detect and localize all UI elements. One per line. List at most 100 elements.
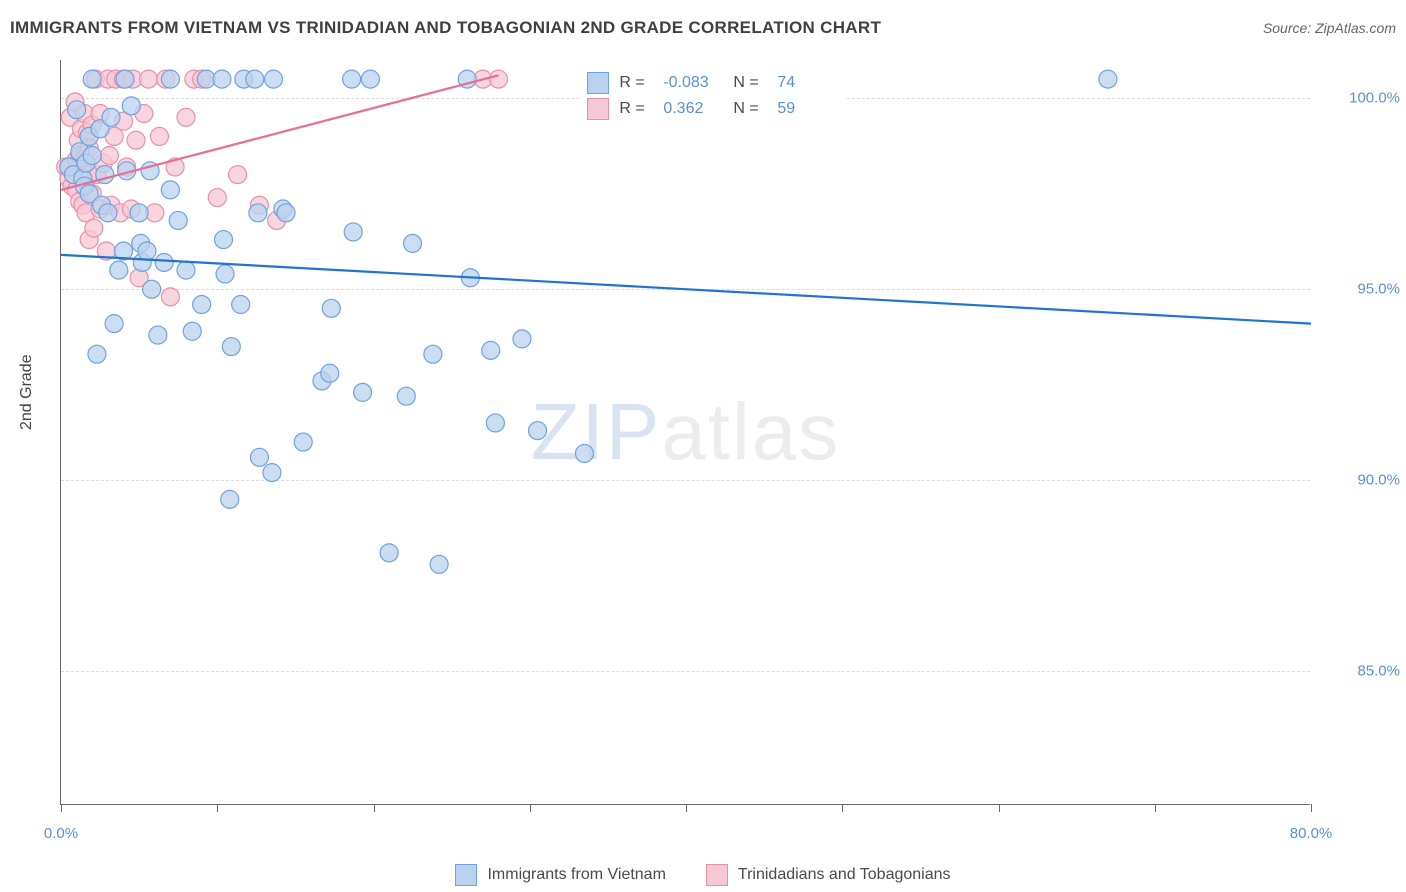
data-point: [249, 204, 267, 222]
data-point: [85, 219, 103, 237]
trend-line: [61, 255, 1311, 324]
data-point: [110, 261, 128, 279]
legend-n-label: N =: [733, 74, 767, 92]
data-point: [575, 445, 593, 463]
data-point: [149, 326, 167, 344]
data-point: [513, 330, 531, 348]
data-point: [424, 345, 442, 363]
x-tick: [374, 804, 375, 812]
data-point: [213, 70, 231, 88]
x-tick-label: 0.0%: [44, 825, 78, 842]
y-tick-label: 95.0%: [1320, 281, 1400, 298]
legend-n-value: 74: [777, 74, 837, 92]
data-point: [430, 555, 448, 573]
data-point: [155, 253, 173, 271]
data-point: [490, 70, 508, 88]
data-point: [246, 70, 264, 88]
data-point: [193, 296, 211, 314]
data-point: [265, 70, 283, 88]
data-point: [161, 70, 179, 88]
legend-swatch: [706, 864, 728, 886]
x-tick: [842, 804, 843, 812]
data-point: [321, 364, 339, 382]
legend-r-value: 0.362: [663, 100, 723, 118]
x-tick: [530, 804, 531, 812]
data-point: [169, 211, 187, 229]
data-point: [208, 189, 226, 207]
data-point: [322, 299, 340, 317]
data-point: [177, 261, 195, 279]
data-point: [380, 544, 398, 562]
data-point: [221, 490, 239, 508]
chart-source: Source: ZipAtlas.com: [1263, 20, 1396, 36]
data-point: [177, 108, 195, 126]
data-point: [99, 204, 117, 222]
data-point: [83, 147, 101, 165]
y-axis-title: 2nd Grade: [18, 354, 36, 430]
data-point: [116, 70, 134, 88]
data-point: [361, 70, 379, 88]
legend-series-name: Trinidadians and Tobagonians: [738, 866, 951, 884]
data-point: [105, 315, 123, 333]
legend-n-label: N =: [733, 100, 767, 118]
data-point: [88, 345, 106, 363]
x-tick: [686, 804, 687, 812]
legend-r-label: R =: [619, 100, 653, 118]
data-point: [216, 265, 234, 283]
data-point: [122, 97, 140, 115]
data-point: [222, 338, 240, 356]
data-point: [215, 231, 233, 249]
legend-stats-row: R = 0.362 N = 59: [587, 96, 837, 122]
data-point: [404, 234, 422, 252]
legend-series-name: Immigrants from Vietnam: [487, 866, 665, 884]
data-point: [138, 242, 156, 260]
data-point: [529, 422, 547, 440]
data-point: [343, 70, 361, 88]
data-point: [277, 204, 295, 222]
legend-r-label: R =: [619, 74, 653, 92]
y-tick-label: 100.0%: [1320, 90, 1400, 107]
plot-area: ZIPatlas 85.0%90.0%95.0%100.0% 0.0%80.0%…: [60, 60, 1310, 805]
y-tick-label: 85.0%: [1320, 663, 1400, 680]
data-point: [183, 322, 201, 340]
data-point: [250, 448, 268, 466]
legend-series-item: Trinidadians and Tobagonians: [706, 864, 951, 886]
data-point: [1099, 70, 1117, 88]
data-point: [344, 223, 362, 241]
x-tick: [1311, 804, 1312, 812]
legend-swatch: [587, 98, 609, 120]
scatter-layer: [61, 60, 1310, 804]
trend-line: [61, 75, 499, 190]
chart-header: IMMIGRANTS FROM VIETNAM VS TRINIDADIAN A…: [10, 18, 1396, 48]
data-point: [229, 166, 247, 184]
data-point: [127, 131, 145, 149]
legend-series: Immigrants from Vietnam Trinidadians and …: [0, 864, 1406, 886]
data-point: [294, 433, 312, 451]
x-tick: [1155, 804, 1156, 812]
data-point: [397, 387, 415, 405]
x-tick: [61, 804, 62, 812]
data-point: [100, 147, 118, 165]
legend-swatch: [455, 864, 477, 886]
data-point: [482, 341, 500, 359]
x-tick: [999, 804, 1000, 812]
data-point: [263, 464, 281, 482]
data-point: [68, 101, 86, 119]
legend-n-value: 59: [777, 100, 837, 118]
data-point: [354, 383, 372, 401]
x-tick-label: 80.0%: [1290, 825, 1333, 842]
data-point: [130, 204, 148, 222]
data-point: [102, 108, 120, 126]
legend-stats-row: R = -0.083 N = 74: [587, 70, 837, 96]
data-point: [161, 181, 179, 199]
legend-swatch: [587, 72, 609, 94]
legend-r-value: -0.083: [663, 74, 723, 92]
x-tick: [217, 804, 218, 812]
y-tick-label: 90.0%: [1320, 472, 1400, 489]
data-point: [83, 70, 101, 88]
legend-stats: R = -0.083 N = 74 R = 0.362 N = 59: [579, 66, 845, 126]
data-point: [161, 288, 179, 306]
data-point: [143, 280, 161, 298]
data-point: [150, 127, 168, 145]
data-point: [486, 414, 504, 432]
